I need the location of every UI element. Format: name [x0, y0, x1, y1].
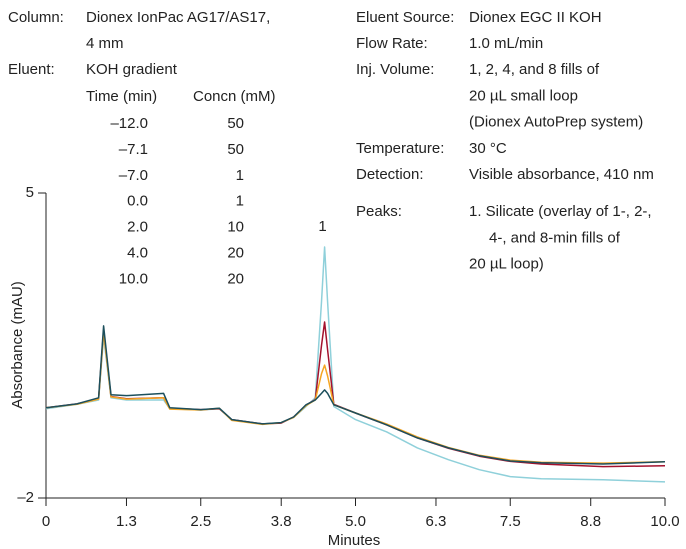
gradient-concn: 1	[236, 167, 244, 184]
annotation-text: 4 mm	[86, 35, 124, 52]
condition-label: Detection:	[356, 166, 424, 183]
x-tick-label: 3.8	[271, 513, 292, 530]
condition-text: 4-, and 8-min fills of	[489, 229, 621, 246]
gradient-time: 0.0	[127, 193, 148, 210]
condition-label: Temperature:	[356, 140, 444, 157]
gradient-concn: 20	[227, 244, 244, 261]
gradient-concn: 20	[227, 270, 244, 287]
gradient-header: Concn (mM)	[193, 88, 276, 105]
condition-label: Inj. Volume:	[356, 61, 434, 78]
x-tick-label: 0	[42, 513, 50, 530]
condition-text: 1. Silicate (overlay of 1-, 2-,	[469, 203, 652, 220]
y-axis-label: Absorbance (mAU)	[9, 281, 26, 409]
gradient-concn: 10	[227, 219, 244, 236]
y-tick-label: –2	[17, 489, 34, 506]
trace	[45, 325, 666, 465]
condition-label: Flow Rate:	[356, 35, 428, 52]
condition-label: Eluent Source:	[356, 9, 454, 26]
gradient-time: –7.1	[119, 141, 148, 158]
condition-text: Visible absorbance, 410 nm	[469, 166, 654, 183]
gradient-time: 4.0	[127, 244, 148, 261]
x-tick-label: 2.5	[190, 513, 211, 530]
condition-label: Peaks:	[356, 203, 402, 220]
x-tick-label: 1.3	[116, 513, 137, 530]
annotation-text: Dionex IonPac AG17/AS17,	[86, 9, 270, 26]
gradient-concn: 50	[227, 141, 244, 158]
x-tick-label: 7.5	[500, 513, 521, 530]
peak-label: 1	[318, 218, 326, 235]
condition-text: 30 °C	[469, 140, 507, 157]
x-tick-label: 5.0	[345, 513, 366, 530]
x-axis-label: Minutes	[328, 532, 381, 549]
gradient-time: 2.0	[127, 219, 148, 236]
gradient-concn: 50	[227, 115, 244, 132]
annotation-text: KOH gradient	[86, 61, 178, 78]
y-tick-label: 5	[26, 184, 34, 201]
condition-text: (Dionex AutoPrep system)	[469, 114, 643, 131]
gradient-time: 10.0	[119, 270, 148, 287]
x-tick-label: 6.3	[426, 513, 447, 530]
condition-text: 1, 2, 4, and 8 fills of	[469, 61, 600, 78]
condition-text: Dionex EGC II KOH	[469, 9, 602, 26]
condition-text: 20 µL loop)	[469, 256, 544, 273]
x-tick-label: 10.0	[650, 513, 679, 530]
gradient-time: –7.0	[119, 167, 148, 184]
annotation-label: Column:	[8, 9, 64, 26]
gradient-concn: 1	[236, 193, 244, 210]
x-tick-label: 8.8	[580, 513, 601, 530]
condition-text: 1.0 mL/min	[469, 35, 543, 52]
annotation-label: Eluent:	[8, 61, 55, 78]
gradient-time: –12.0	[110, 115, 148, 132]
condition-text: 20 µL small loop	[469, 87, 578, 104]
gradient-header: Time (min)	[86, 88, 157, 105]
